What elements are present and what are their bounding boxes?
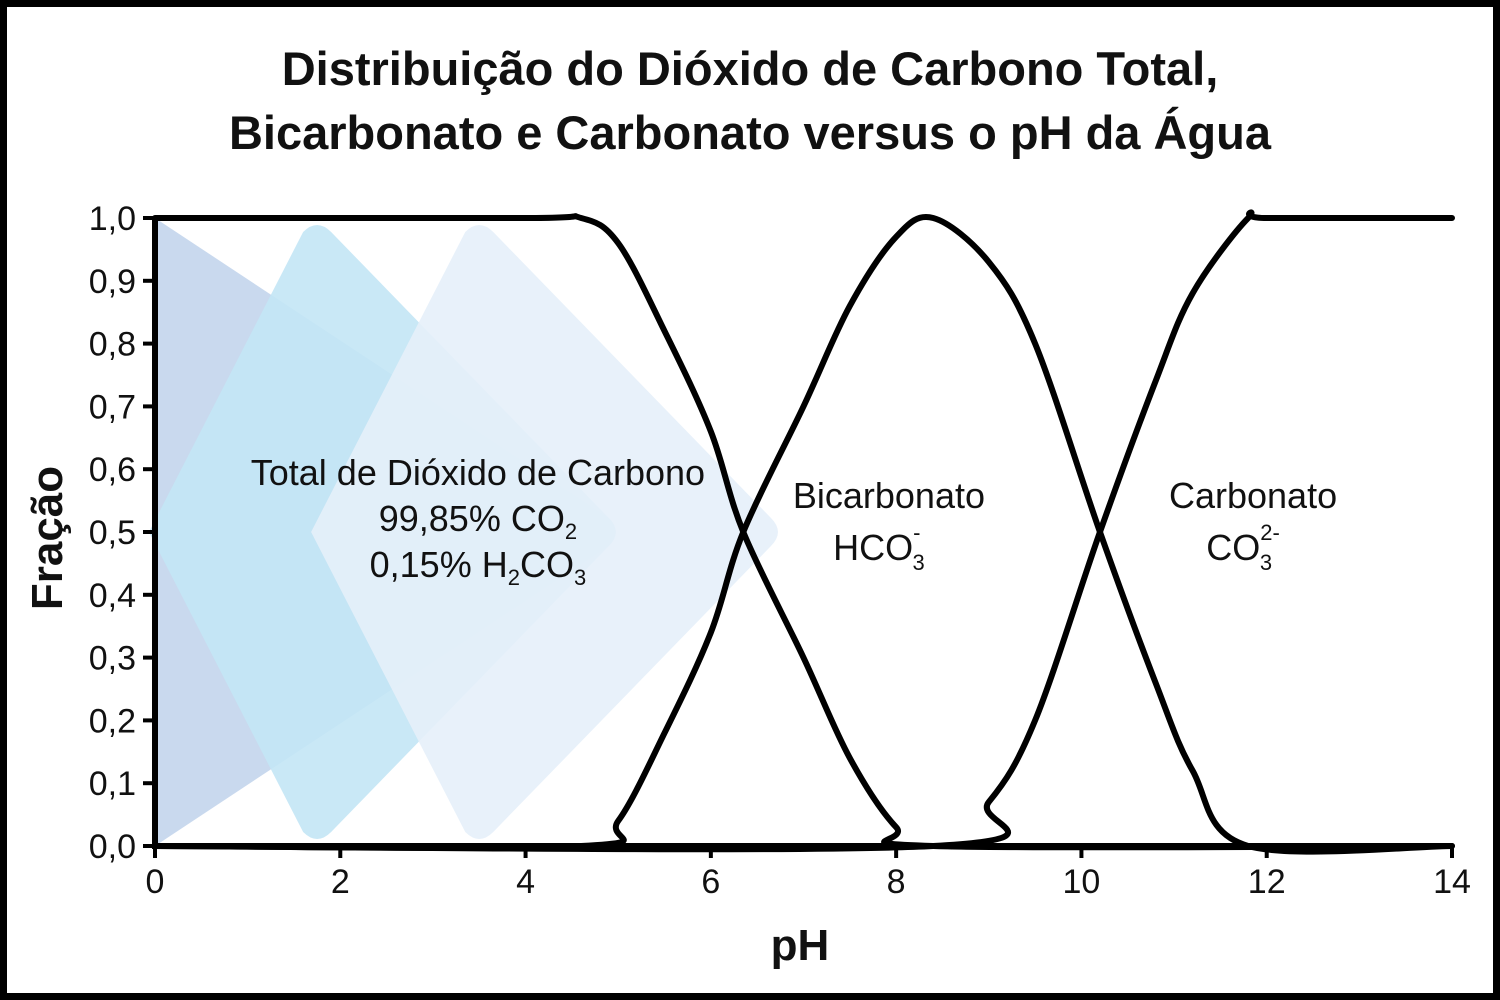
- x-tick-label: 10: [1063, 863, 1101, 901]
- x-tick-label: 4: [516, 863, 535, 901]
- y-tick-label: 0,9: [89, 263, 136, 301]
- y-tick-label: 0,7: [89, 388, 136, 426]
- annotation-carbonate-formula: CO2-3: [1206, 520, 1280, 575]
- decor-chevrons: [148, 218, 778, 846]
- chart-title-line: Bicarbonato e Carbonato versus o pH da Á…: [229, 106, 1272, 159]
- chart-title-line: Distribuição do Dióxido de Carbono Total…: [282, 42, 1219, 95]
- y-tick-label: 0,1: [89, 765, 136, 803]
- x-axis-title: pH: [771, 921, 830, 970]
- annotation-co2-line: 99,85% CO2: [379, 498, 577, 544]
- y-tick-label: 0,5: [89, 514, 136, 552]
- chart: 0 2 4 6 8 10 12 14 0,0 0,1 0,2 0,3 0,4 0,5 0,6 0,7 0,8 0,…: [23, 42, 1471, 970]
- y-tick-label: 0,6: [89, 451, 136, 489]
- y-tick-label: 0,0: [89, 828, 136, 866]
- labels: 0 2 4 6 8 10 12 14 0,0 0,1 0,2 0,3 0,4 0,5 0,6 0,7 0,8 0,…: [23, 42, 1471, 970]
- axes: [143, 216, 1454, 858]
- annotation-carbonate-label: Carbonato: [1169, 475, 1337, 516]
- x-tick-label: 0: [146, 863, 165, 901]
- annotation-co2-line: 0,15% H2CO3: [370, 544, 587, 590]
- y-tick-label: 1,0: [89, 200, 136, 238]
- x-tick-label: 8: [887, 863, 906, 901]
- x-tick-label: 12: [1248, 863, 1286, 901]
- x-tick-label: 2: [331, 863, 350, 901]
- y-tick-label: 0,3: [89, 640, 136, 678]
- y-tick-label: 0,2: [89, 702, 136, 740]
- y-tick-label: 0,4: [89, 577, 136, 615]
- x-tick-label: 6: [701, 863, 720, 901]
- series-line-2: [152, 214, 1455, 855]
- x-tick-label: 14: [1433, 863, 1471, 901]
- annotation-bicarbonate-label: Bicarbonato: [793, 475, 985, 516]
- y-tick-label: 0,8: [89, 326, 136, 364]
- y-axis-title: Fração: [23, 466, 72, 610]
- annotation-bicarbonate-formula: HCO-3: [833, 520, 925, 575]
- chevron-3: [311, 225, 778, 839]
- annotation-co2-line: Total de Dióxido de Carbono: [251, 452, 705, 493]
